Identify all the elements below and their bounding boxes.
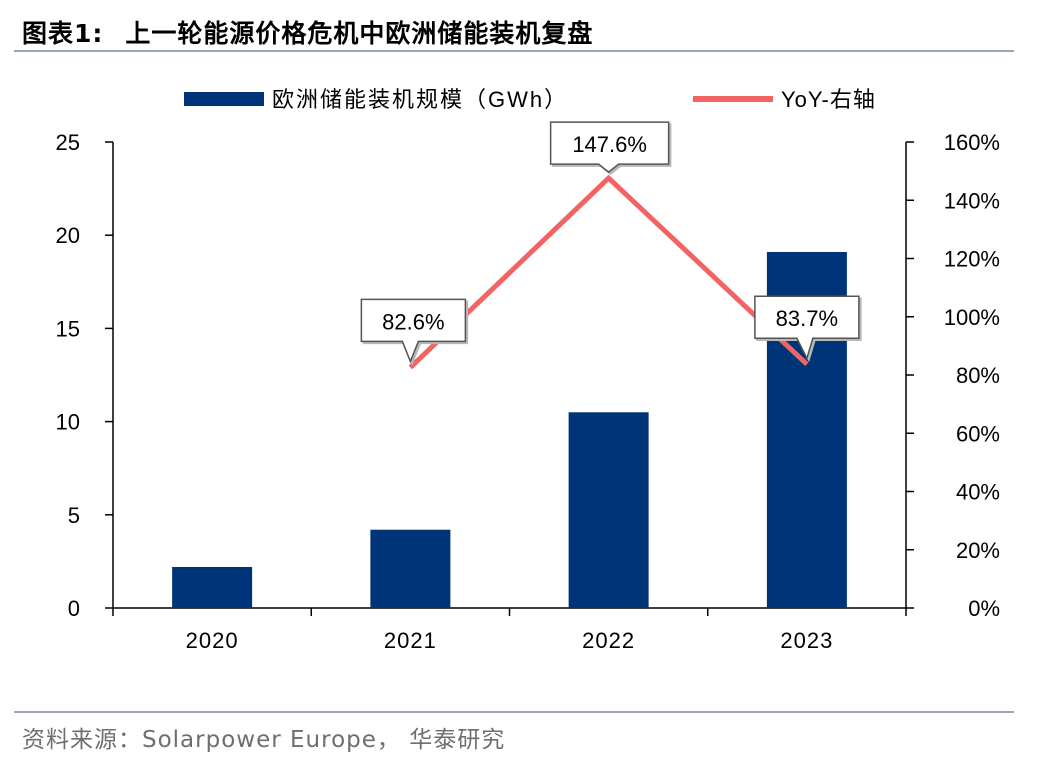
left-axis-tick-label: 10 xyxy=(56,410,80,435)
data-label-box xyxy=(549,121,670,174)
figure-title: 图表1: 上一轮能源价格危机中欧洲储能装机复盘 xyxy=(22,14,593,50)
right-axis-tick-label: 60% xyxy=(956,421,1000,446)
data-label-box xyxy=(360,298,467,364)
data-label: 147.6% xyxy=(572,132,647,157)
legend: 欧洲储能装机规模（GWh） YoY-右轴 xyxy=(184,87,876,112)
left-axis-tick-label: 5 xyxy=(68,503,80,528)
bar xyxy=(568,412,649,608)
x-axis-tick-label: 2023 xyxy=(780,628,833,653)
left-axis-tick-label: 20 xyxy=(56,223,80,248)
bar xyxy=(172,566,253,608)
figure-label: 图表1: xyxy=(22,19,104,48)
yoy-line xyxy=(408,174,809,370)
chart-area: 欧洲储能装机规模（GWh） YoY-右轴 0 5 10 15 20 25 0% 20% 40% 6… xyxy=(56,87,1000,653)
right-axis-tick-label: 20% xyxy=(956,538,1000,563)
bottom-divider xyxy=(14,711,1014,713)
top-divider xyxy=(14,50,1014,52)
data-label-box xyxy=(754,295,860,361)
source-text: Solarpower Europe， 华泰研究 xyxy=(142,727,506,753)
x-axis-tick-label: 2022 xyxy=(582,628,635,653)
x-axis-tick-label: 2021 xyxy=(384,628,437,653)
right-axis-tick-label: 140% xyxy=(944,188,1000,213)
right-axis-tick-label: 160% xyxy=(944,130,1000,155)
right-axis-tick-label: 80% xyxy=(956,363,1000,388)
bar xyxy=(370,529,451,608)
data-label: 82.6% xyxy=(382,309,444,334)
left-axis-tick-label: 0 xyxy=(68,596,80,621)
figure-title-text: 上一轮能源价格危机中欧洲储能装机复盘 xyxy=(125,19,594,48)
source-note: 资料来源：Solarpower Europe， 华泰研究 xyxy=(22,720,505,754)
right-axis-tick-label: 0% xyxy=(968,596,1000,621)
data-label-callouts: 82.6% 147.6% 83.7% xyxy=(360,121,860,364)
left-axis-tick-label: 25 xyxy=(56,130,80,155)
yoy-line-series xyxy=(408,174,809,370)
legend-bar-swatch xyxy=(184,92,264,106)
x-axis-tick-label: 2020 xyxy=(186,628,239,653)
right-axis-tick-label: 40% xyxy=(956,480,1000,505)
right-axis-tick-label: 120% xyxy=(944,247,1000,272)
data-label: 83.7% xyxy=(776,306,838,331)
right-axis-tick-label: 100% xyxy=(944,305,1000,330)
left-axis-tick-label: 15 xyxy=(56,316,80,341)
source-label: 资料来源： xyxy=(22,727,142,753)
legend-line-label: YoY-右轴 xyxy=(781,87,876,112)
legend-bar-label: 欧洲储能装机规模（GWh） xyxy=(272,87,568,112)
